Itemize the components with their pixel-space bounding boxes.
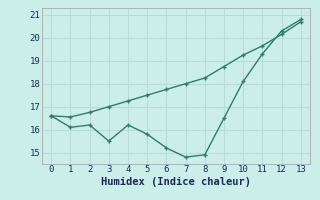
X-axis label: Humidex (Indice chaleur): Humidex (Indice chaleur) (101, 177, 251, 187)
